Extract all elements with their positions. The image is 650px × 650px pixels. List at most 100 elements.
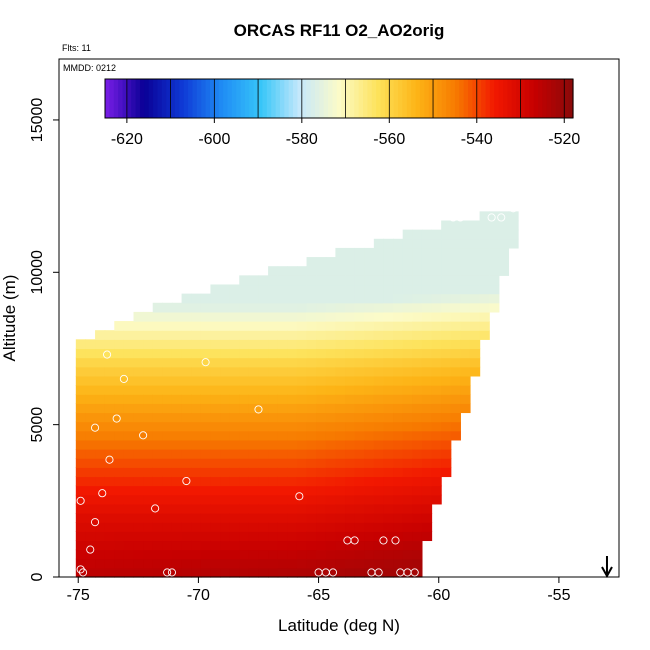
colorbar-swatch	[262, 79, 268, 118]
heatmap-cell	[393, 321, 404, 331]
heatmap-cell	[450, 266, 461, 276]
heatmap-cell	[143, 458, 154, 468]
heatmap-cell	[306, 348, 317, 359]
heatmap-cell	[489, 284, 500, 295]
heatmap-cell	[210, 513, 221, 523]
heatmap-cell	[268, 284, 279, 295]
colorbar-swatch	[345, 79, 351, 118]
heatmap-cell	[287, 513, 298, 523]
heatmap-cell	[383, 558, 394, 569]
heatmap-cell	[373, 357, 385, 368]
heatmap-cell	[152, 375, 163, 386]
colorbar-swatch	[437, 79, 443, 118]
heatmap-cell	[287, 385, 298, 395]
heatmap-cell	[345, 394, 356, 404]
heatmap-cell	[152, 549, 163, 560]
heatmap-cell	[229, 449, 240, 459]
heatmap-cell	[85, 567, 96, 578]
sample-marker	[497, 213, 506, 222]
heatmap-cell	[248, 467, 260, 478]
heatmap-cell	[354, 247, 365, 258]
heatmap-cell	[181, 449, 192, 459]
heatmap-cell	[152, 503, 163, 514]
heatmap-cell	[441, 321, 452, 331]
heatmap-cell	[220, 421, 231, 432]
heatmap-cell	[345, 257, 356, 267]
y-tick-label: 5000	[29, 407, 46, 443]
heatmap-cell	[345, 421, 356, 432]
heatmap-cell	[373, 257, 385, 267]
sample-marker	[98, 489, 107, 498]
heatmap-cell	[469, 366, 481, 377]
heatmap-cell	[114, 494, 125, 505]
heatmap-cell	[114, 503, 125, 514]
heatmap-cell	[402, 284, 413, 295]
heatmap-cell	[171, 430, 183, 441]
heatmap-cell	[412, 257, 423, 267]
heatmap-cell	[181, 503, 192, 514]
heatmap-cell	[412, 439, 423, 450]
heatmap-cell	[123, 513, 135, 523]
heatmap-cell	[220, 385, 231, 395]
colorbar-swatch	[411, 79, 417, 118]
heatmap-cell	[104, 540, 115, 551]
heatmap-cell	[277, 394, 288, 404]
heatmap-cell	[268, 348, 279, 359]
heatmap-cell	[200, 311, 212, 322]
heatmap-cell	[171, 467, 183, 478]
colorbar-swatch	[367, 79, 373, 118]
colorbar-swatch	[179, 79, 185, 118]
heatmap-cell	[287, 421, 298, 432]
heatmap-cell	[210, 558, 221, 569]
heatmap-cell	[248, 403, 260, 414]
heatmap-cell	[296, 385, 308, 395]
heatmap-cell	[133, 430, 144, 441]
heatmap-cell	[104, 403, 115, 414]
heatmap-cell	[402, 549, 413, 560]
heatmap-cell	[277, 293, 288, 304]
heatmap-cell	[450, 348, 461, 359]
heatmap-cell	[393, 293, 404, 304]
heatmap-cell	[450, 275, 461, 286]
heatmap-cell	[287, 284, 298, 295]
heatmap-cell	[200, 449, 212, 459]
heatmap-cell	[421, 503, 433, 514]
heatmap-cell	[316, 375, 327, 386]
heatmap-cell	[239, 449, 250, 459]
heatmap-cell	[210, 439, 221, 450]
heatmap-cell	[364, 302, 375, 313]
heatmap-cell	[402, 330, 413, 340]
heatmap-cell	[200, 485, 212, 496]
heatmap-cell	[306, 375, 317, 386]
heatmap-cell	[412, 567, 423, 578]
heatmap-cell	[229, 540, 240, 551]
heatmap-cell	[469, 238, 481, 249]
heatmap-cell	[431, 439, 442, 450]
heatmap-cell	[296, 302, 308, 313]
heatmap-cell	[229, 494, 240, 505]
heatmap-cell	[364, 522, 375, 532]
heatmap-cell	[181, 458, 192, 468]
heatmap-cell	[75, 458, 87, 468]
colorbar-swatch	[551, 79, 557, 118]
heatmap-cell	[431, 430, 442, 441]
colorbar-swatch	[288, 79, 294, 118]
heatmap-cell	[345, 311, 356, 322]
heatmap-cell	[412, 403, 423, 414]
heatmap-cell	[316, 503, 327, 514]
heatmap-cell	[373, 449, 385, 459]
heatmap-cell	[200, 385, 212, 395]
sample-marker	[182, 476, 191, 486]
heatmap-cell	[393, 330, 404, 340]
heatmap-cell	[85, 494, 96, 505]
heatmap-cell	[345, 302, 356, 313]
heatmap-cell	[325, 412, 336, 423]
heatmap-cell	[248, 275, 260, 286]
heatmap-cell	[210, 293, 221, 304]
heatmap-cell	[143, 412, 154, 423]
heatmap-cell	[325, 439, 336, 450]
heatmap-cell	[402, 558, 413, 569]
heatmap-cell	[229, 311, 240, 322]
heatmap-cell	[75, 439, 87, 450]
heatmap-cell	[181, 522, 192, 532]
